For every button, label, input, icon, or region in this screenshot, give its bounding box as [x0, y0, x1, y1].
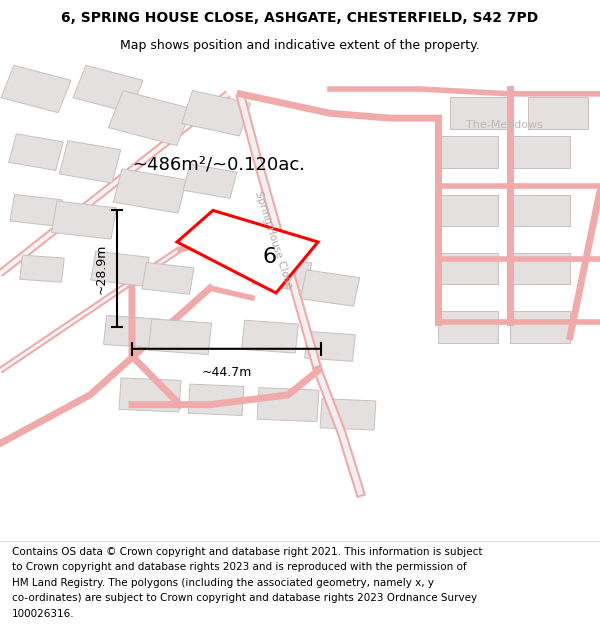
Text: The‑Meadows: The‑Meadows	[466, 121, 542, 131]
Text: ~486m²/~0.120ac.: ~486m²/~0.120ac.	[132, 155, 305, 173]
Polygon shape	[183, 164, 237, 198]
Polygon shape	[104, 316, 160, 348]
Text: Contains OS data © Crown copyright and database right 2021. This information is : Contains OS data © Crown copyright and d…	[12, 546, 482, 556]
Polygon shape	[510, 311, 570, 342]
Polygon shape	[109, 91, 191, 146]
Polygon shape	[113, 169, 187, 213]
Text: Map shows position and indicative extent of the property.: Map shows position and indicative extent…	[120, 39, 480, 51]
Polygon shape	[300, 270, 360, 306]
Polygon shape	[438, 311, 498, 342]
Polygon shape	[182, 91, 250, 136]
Text: ~28.9m: ~28.9m	[95, 244, 108, 294]
Polygon shape	[148, 319, 212, 354]
Polygon shape	[528, 98, 588, 129]
Polygon shape	[450, 98, 510, 129]
Polygon shape	[510, 253, 570, 284]
Text: 6: 6	[263, 246, 277, 266]
Polygon shape	[59, 141, 121, 183]
Polygon shape	[438, 253, 498, 284]
Polygon shape	[9, 134, 63, 171]
Polygon shape	[177, 211, 318, 293]
Polygon shape	[10, 194, 62, 226]
Polygon shape	[257, 388, 319, 422]
Polygon shape	[91, 251, 149, 286]
Polygon shape	[20, 255, 64, 282]
Text: co-ordinates) are subject to Crown copyright and database rights 2023 Ordnance S: co-ordinates) are subject to Crown copyr…	[12, 593, 477, 603]
Polygon shape	[320, 399, 376, 430]
Polygon shape	[119, 378, 181, 412]
Polygon shape	[305, 331, 355, 361]
Text: 100026316.: 100026316.	[12, 609, 74, 619]
Polygon shape	[252, 256, 312, 292]
Text: ~44.7m: ~44.7m	[202, 366, 251, 379]
Polygon shape	[52, 201, 116, 239]
Polygon shape	[438, 194, 498, 226]
Text: Spring House Close: Spring House Close	[253, 189, 293, 289]
Polygon shape	[510, 194, 570, 226]
Text: 6, SPRING HOUSE CLOSE, ASHGATE, CHESTERFIELD, S42 7PD: 6, SPRING HOUSE CLOSE, ASHGATE, CHESTERF…	[61, 11, 539, 25]
Polygon shape	[188, 384, 244, 416]
Polygon shape	[1, 66, 71, 112]
Text: to Crown copyright and database rights 2023 and is reproduced with the permissio: to Crown copyright and database rights 2…	[12, 562, 467, 572]
Polygon shape	[510, 136, 570, 168]
Polygon shape	[438, 136, 498, 168]
Polygon shape	[142, 262, 194, 294]
Polygon shape	[73, 66, 143, 112]
Text: HM Land Registry. The polygons (including the associated geometry, namely x, y: HM Land Registry. The polygons (includin…	[12, 578, 434, 587]
Polygon shape	[242, 320, 298, 353]
